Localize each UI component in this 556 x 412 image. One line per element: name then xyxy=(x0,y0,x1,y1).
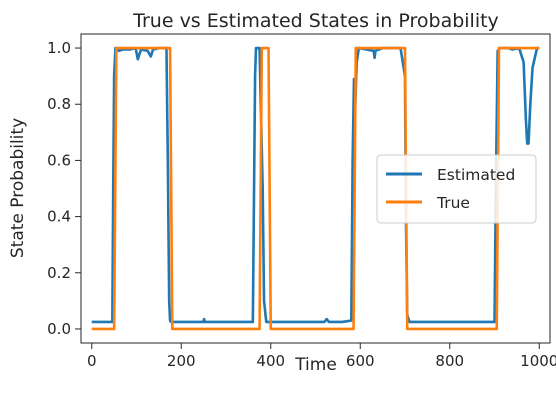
x-tick-label: 800 xyxy=(435,352,464,370)
series-layer xyxy=(91,46,540,331)
x-tick-label: 0 xyxy=(87,352,97,370)
x-tick-label: 600 xyxy=(346,352,375,370)
y-tick-label: 0.2 xyxy=(47,264,71,282)
series-line-true xyxy=(91,46,540,331)
chart-title: True vs Estimated States in Probability xyxy=(132,10,499,32)
y-axis-label: State Probability xyxy=(8,118,28,258)
x-tick-label: 1000 xyxy=(520,352,556,370)
x-axis-ticks: 0 200 400 600 800 1000 xyxy=(87,343,556,370)
y-tick-label: 0.8 xyxy=(47,95,71,113)
legend-label-true: True xyxy=(436,194,470,212)
y-tick-label: 0.6 xyxy=(47,151,71,169)
y-axis-ticks: 0.0 0.2 0.4 0.6 0.8 1.0 xyxy=(47,39,81,338)
legend-box xyxy=(376,154,537,224)
y-tick-label: 0.0 xyxy=(47,320,71,338)
legend: Estimated True xyxy=(376,154,537,224)
y-tick-label: 1.0 xyxy=(47,39,71,57)
legend-label-estimated: Estimated xyxy=(437,166,515,184)
plot-frame xyxy=(80,33,551,344)
y-tick-label: 0.4 xyxy=(47,208,71,226)
x-axis-label: Time xyxy=(294,355,337,375)
x-tick-label: 200 xyxy=(167,352,196,370)
x-tick-label: 400 xyxy=(256,352,285,370)
